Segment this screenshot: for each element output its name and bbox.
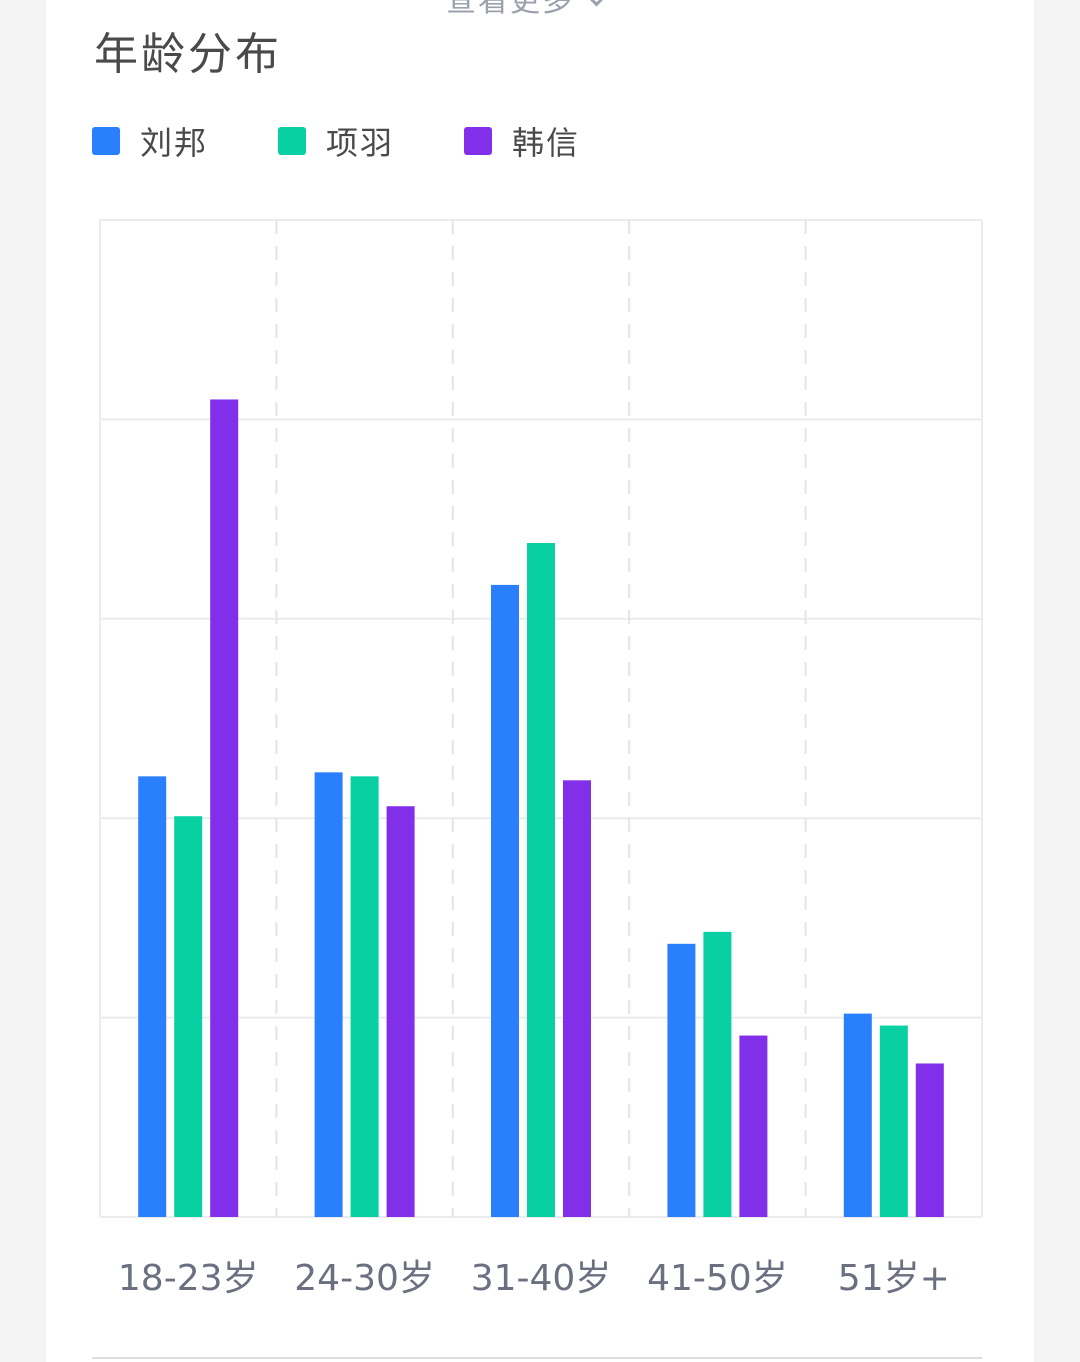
legend-swatch-xiangyu [278,127,307,155]
bar-4-0 [843,1013,872,1217]
x-tick-label: 51岁+ [838,1258,950,1299]
bar-2-1 [527,543,555,1217]
bar-0-1 [174,816,203,1217]
bar-0-0 [138,776,167,1217]
bar-3-0 [667,943,696,1217]
bar-3-2 [739,1035,768,1217]
bar-4-1 [879,1025,908,1217]
chart-title: 年龄分布 [94,29,282,80]
x-tick-label: 41-50岁 [647,1258,788,1299]
bar-3-1 [703,931,732,1217]
legend-item-liubang[interactable]: 刘邦 [92,118,208,164]
x-tick-label: 18-23岁 [118,1258,259,1299]
legend-label-liubang: 刘邦 [140,124,209,162]
legend-item-hanxin[interactable]: 韩信 [464,118,580,164]
x-tick-label: 31-40岁 [471,1258,612,1299]
bar-2-0 [491,584,519,1217]
bar-4-2 [915,1063,944,1217]
chart-legend: 刘邦 项羽 韩信 [92,118,650,164]
age-distribution-card: 查看更多 年龄分布 刘邦 项羽 韩信 18-23岁 24-30岁 31-40岁 41-… [46,0,1034,1362]
bar-1-0 [314,772,343,1217]
legend-swatch-liubang [92,127,120,155]
legend-label-xiangyu: 项羽 [326,124,395,162]
legend-item-xiangyu[interactable]: 项羽 [278,118,394,164]
x-tick-label: 24-30岁 [294,1258,435,1299]
bar-0-2 [210,399,239,1218]
bar-2-2 [563,780,591,1217]
legend-swatch-hanxin [464,127,493,155]
view-more-label: 查看更多 [446,0,574,19]
legend-label-hanxin: 韩信 [512,124,581,162]
view-more-link[interactable]: 查看更多 [446,0,609,19]
bar-1-1 [350,776,379,1217]
bar-1-2 [386,806,415,1217]
bottom-divider [92,1357,982,1359]
bar-chart: 18-23岁 24-30岁 31-40岁 41-50岁 51岁+ [99,219,983,1299]
